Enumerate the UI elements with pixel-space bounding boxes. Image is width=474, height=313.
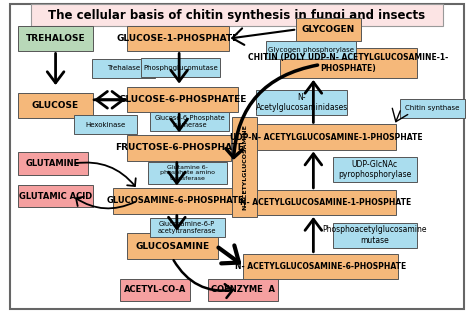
Text: GLYCOGEN: GLYCOGEN [302, 25, 355, 34]
Text: Chitin synthase: Chitin synthase [405, 105, 460, 111]
FancyBboxPatch shape [141, 58, 220, 77]
FancyBboxPatch shape [113, 188, 238, 213]
Text: GLUCOSAMINE: GLUCOSAMINE [135, 242, 209, 251]
FancyBboxPatch shape [18, 152, 88, 175]
FancyBboxPatch shape [256, 190, 396, 215]
FancyBboxPatch shape [127, 87, 238, 112]
FancyBboxPatch shape [18, 26, 92, 51]
FancyBboxPatch shape [333, 157, 417, 182]
Text: FRUCTOSE-6-PHOSPHATE: FRUCTOSE-6-PHOSPHATE [115, 143, 244, 152]
FancyBboxPatch shape [150, 218, 225, 237]
FancyBboxPatch shape [127, 26, 229, 51]
FancyBboxPatch shape [232, 117, 257, 217]
Text: CHITIN (POLY UDP-N- ACETYLGLUCOSAMINE-1-
PHOSPHATE): CHITIN (POLY UDP-N- ACETYLGLUCOSAMINE-1-… [248, 53, 448, 73]
Text: UDP-N- ACETYLGLUCOSAMINE-1-PHOSPHATE: UDP-N- ACETYLGLUCOSAMINE-1-PHOSPHATE [230, 132, 422, 141]
FancyBboxPatch shape [150, 112, 229, 131]
FancyBboxPatch shape [18, 93, 92, 119]
FancyBboxPatch shape [18, 185, 92, 207]
FancyBboxPatch shape [127, 233, 218, 259]
Text: N-
Acetylglucosaminidases: N- Acetylglucosaminidases [255, 93, 348, 112]
Text: GLUCOSE-6-PHOSPHATEE: GLUCOSE-6-PHOSPHATEE [118, 95, 247, 104]
Text: GLUCOSE-1-PHOSPHATE: GLUCOSE-1-PHOSPHATE [117, 34, 239, 44]
Text: Glucose-6-Phosphate
isomerase: Glucose-6-Phosphate isomerase [154, 115, 225, 128]
FancyBboxPatch shape [296, 18, 361, 41]
Text: Phosphoacetylglucosamine
mutase: Phosphoacetylglucosamine mutase [322, 225, 427, 245]
FancyBboxPatch shape [256, 124, 396, 150]
Text: N-ACETYLGLUCOSAMINE: N-ACETYLGLUCOSAMINE [242, 124, 247, 210]
Text: Phosphoglucomutase: Phosphoglucomutase [143, 64, 218, 70]
Text: GLUCOSE: GLUCOSE [32, 101, 79, 110]
Text: N- ACETYLGLUCOSAMINE-6-PHOSPHATE: N- ACETYLGLUCOSAMINE-6-PHOSPHATE [235, 262, 406, 271]
Text: Glucosamine-6-P
acetyltransferase: Glucosamine-6-P acetyltransferase [158, 221, 217, 234]
FancyBboxPatch shape [127, 135, 231, 161]
FancyBboxPatch shape [31, 4, 443, 26]
Text: Glutamine 6-
phosphate amino
transferase: Glutamine 6- phosphate amino transferase [160, 165, 215, 181]
Text: Glycogen phosphorylase: Glycogen phosphorylase [268, 47, 354, 53]
FancyBboxPatch shape [92, 59, 155, 78]
Text: The cellular basis of chitin synthesis in fungi and insects: The cellular basis of chitin synthesis i… [48, 8, 426, 22]
Text: ACETYL-CO-A: ACETYL-CO-A [124, 285, 186, 294]
Text: GLUTAMIC ACID: GLUTAMIC ACID [18, 192, 92, 201]
FancyBboxPatch shape [266, 41, 356, 59]
Text: UDP-GlcNAc
pyrophosphorylase: UDP-GlcNAc pyrophosphorylase [338, 160, 411, 179]
FancyBboxPatch shape [73, 115, 137, 134]
Text: TREHALOSE: TREHALOSE [26, 34, 85, 44]
Text: GLUTAMINE: GLUTAMINE [26, 159, 80, 168]
Text: N- ACETYLGLUCOSAMINE-1-PHOSPHATE: N- ACETYLGLUCOSAMINE-1-PHOSPHATE [240, 198, 412, 207]
FancyBboxPatch shape [333, 223, 417, 248]
Text: Hexokinase: Hexokinase [85, 121, 125, 128]
FancyBboxPatch shape [120, 279, 190, 301]
FancyBboxPatch shape [208, 279, 278, 301]
FancyBboxPatch shape [243, 254, 398, 279]
FancyBboxPatch shape [148, 162, 227, 184]
FancyBboxPatch shape [400, 99, 465, 118]
FancyBboxPatch shape [280, 48, 417, 78]
Text: GLUCOSAMINE-6-PHOSPHATE: GLUCOSAMINE-6-PHOSPHATE [107, 196, 245, 205]
Text: Trehalase: Trehalase [107, 65, 140, 71]
Text: COENZYME  A: COENZYME A [211, 285, 275, 294]
FancyBboxPatch shape [256, 90, 347, 115]
